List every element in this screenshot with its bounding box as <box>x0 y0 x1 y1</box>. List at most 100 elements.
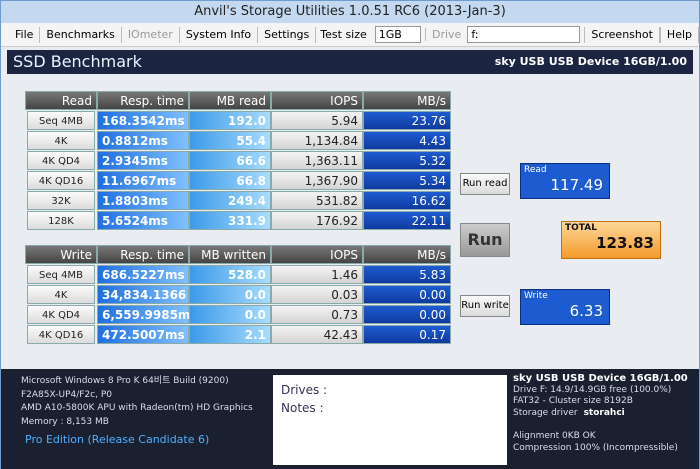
header-bar: SSD Benchmark sky USB USB Device 16GB/1.… <box>7 50 693 74</box>
table-cell: 66.6 <box>189 151 271 170</box>
menu-item[interactable]: File <box>9 26 41 43</box>
table-cell: 6,559.9985m <box>97 305 190 324</box>
drive-line: FAT32 - Cluster size 8192B <box>513 396 633 406</box>
notes-label: Notes : <box>281 401 324 415</box>
menu-item[interactable]: Help <box>659 26 699 43</box>
row-label: 4K QD16 <box>27 171 95 190</box>
read-result: Read 117.49 <box>520 163 610 199</box>
table-cell: 11.6967ms <box>97 171 189 190</box>
table-cell: 176.92 <box>271 211 363 230</box>
header-device: sky USB USB Device 16GB/1.00 <box>494 55 687 68</box>
table-cell: 23.76 <box>363 111 451 130</box>
notes-box: Drives : Notes : <box>273 375 507 465</box>
table-cell: 1.46 <box>271 265 363 284</box>
row-label: Seq 4MB <box>27 111 95 130</box>
column-header: IOPS <box>271 91 363 110</box>
row-label: 4K <box>27 285 95 304</box>
driver-value: storahci <box>583 407 625 418</box>
table-cell: 531.82 <box>271 191 363 210</box>
header-title: SSD Benchmark <box>13 52 142 71</box>
table-cell: 5.32 <box>363 151 451 170</box>
row-label: 4K QD4 <box>27 305 95 324</box>
system-line: Microsoft Windows 8 Pro K 64비트 Build (92… <box>21 376 229 386</box>
column-header: Write <box>25 245 97 264</box>
table-cell: 0.00 <box>363 305 451 324</box>
row-label: 4K QD16 <box>27 325 95 344</box>
table-cell: 0.0 <box>189 285 271 304</box>
system-line: F2A85X-UP4/F2c, P0 <box>21 389 112 400</box>
table-cell: 0.00 <box>363 285 451 304</box>
table-cell: 1.8803ms <box>97 191 189 210</box>
run-write-button[interactable]: Run write <box>460 295 510 317</box>
row-label: 128K <box>27 211 95 230</box>
table-cell: 42.43 <box>271 325 363 344</box>
total-result: TOTAL 123.83 <box>561 221 661 259</box>
bottom-panel: Microsoft Windows 8 Pro K 64비트 Build (92… <box>1 369 699 469</box>
table-cell: 2.1 <box>189 325 271 344</box>
table-cell: 472.5007ms <box>97 325 189 344</box>
column-header: Read <box>25 91 97 110</box>
table-cell: 0.8812ms <box>97 131 189 150</box>
drive-line: Drive F: 14.9/14.9GB free (100.0%) <box>513 384 672 395</box>
menu-item[interactable]: Screenshot <box>584 26 660 43</box>
table-cell: 249.4 <box>189 191 271 210</box>
row-label: 32K <box>27 191 95 210</box>
column-header: Resp. time <box>97 245 189 264</box>
run-read-button[interactable]: Run read <box>460 173 510 195</box>
column-header: MB/s <box>363 245 451 264</box>
table-cell: 4.43 <box>363 131 451 150</box>
alignment: Alignment 0KB OK <box>513 431 596 441</box>
compression: Compression 100% (Incompressible) <box>513 442 678 453</box>
drive-device: sky USB USB Device 16GB/1.00 <box>513 373 688 384</box>
table-cell: 5.34 <box>363 171 451 190</box>
edition: Pro Edition (Release Candidate 6) <box>25 433 210 446</box>
table-cell: 5.83 <box>363 265 451 284</box>
total-label: TOTAL <box>565 223 597 233</box>
system-line: Memory : 8,153 MB <box>21 416 109 427</box>
read-value: 117.49 <box>550 176 604 194</box>
column-header: IOPS <box>271 245 363 264</box>
menu-item[interactable]: IOmeter <box>122 26 180 43</box>
table-cell: 686.5227ms <box>97 265 189 284</box>
run-button[interactable]: Run <box>460 223 510 257</box>
table-cell: 1,134.84 <box>271 131 363 150</box>
test-size-label: Test size <box>320 28 367 41</box>
column-header: MB written <box>189 245 271 264</box>
table-cell: 0.17 <box>363 325 451 344</box>
column-header: MB/s <box>363 91 451 110</box>
drive-info: sky USB USB Device 16GB/1.00 Drive F: 14.… <box>513 373 688 454</box>
menu-item[interactable]: Benchmarks <box>40 26 122 43</box>
total-value: 123.83 <box>596 234 654 252</box>
table-cell: 168.3542ms <box>97 111 189 130</box>
row-label: 4K QD4 <box>27 151 95 170</box>
table-cell: 16.62 <box>363 191 451 210</box>
system-info: Microsoft Windows 8 Pro K 64비트 Build (92… <box>21 375 253 429</box>
table-cell: 528.0 <box>189 265 271 284</box>
table-cell: 1,363.11 <box>271 151 363 170</box>
table-cell: 22.11 <box>363 211 451 230</box>
table-cell: 5.6524ms <box>97 211 189 230</box>
test-size-combo[interactable]: 1GB <box>374 26 421 43</box>
table-cell: 5.94 <box>271 111 363 130</box>
menu-item[interactable]: Settings <box>258 26 317 43</box>
title-bar: Anvil's Storage Utilities 1.0.51 RC6 (20… <box>1 1 699 23</box>
table-cell: 0.03 <box>271 285 363 304</box>
table-cell: 0.0 <box>189 305 271 324</box>
write-result: Write 6.33 <box>520 289 610 325</box>
drive-combo[interactable]: f: <box>467 26 581 43</box>
menu-item[interactable]: System Info <box>180 26 259 43</box>
table-cell: 1,367.90 <box>271 171 363 190</box>
table-cell: 192.0 <box>189 111 271 130</box>
row-label: 4K <box>27 131 95 150</box>
table-cell: 55.4 <box>189 131 271 150</box>
drive-label: Drive <box>424 28 463 41</box>
write-label: Write <box>524 291 548 301</box>
read-label: Read <box>524 165 547 175</box>
table-cell: 66.8 <box>189 171 271 190</box>
table-cell: 34,834.1366 <box>97 285 189 304</box>
driver-label: Storage driver <box>513 407 578 418</box>
row-label: Seq 4MB <box>27 265 95 284</box>
driver-row: Storage driver storahci <box>513 408 688 420</box>
drives-label: Drives : <box>281 383 328 397</box>
